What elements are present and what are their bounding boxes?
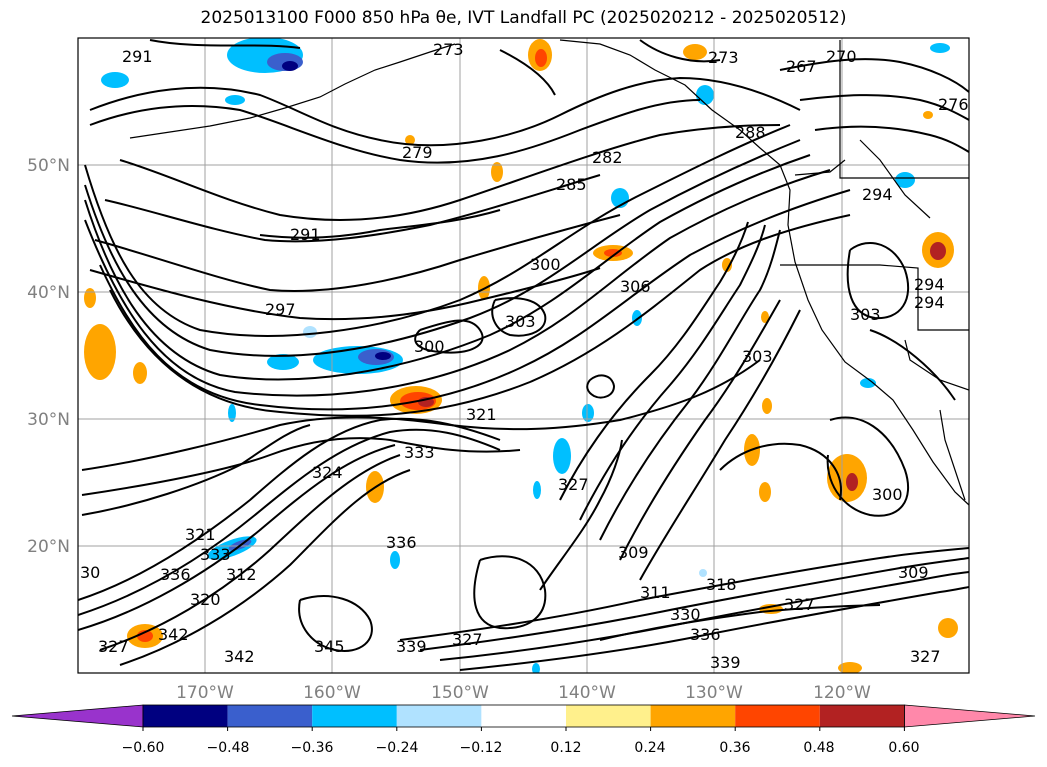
contour-label: 339 xyxy=(710,653,741,672)
contour-label: 327 xyxy=(910,647,941,666)
colorbar-bin xyxy=(143,705,228,727)
contour-label: 330 xyxy=(670,605,701,624)
contour-label: 336 xyxy=(386,533,417,552)
contour-label: 303 xyxy=(742,347,773,366)
map-title: 2025013100 F000 850 hPa θe, IVT Landfall… xyxy=(200,8,847,28)
colorbar-bin xyxy=(566,705,651,727)
contour-label: 294 xyxy=(862,185,893,204)
contour-label: 345 xyxy=(314,637,345,656)
contour-label: 327 xyxy=(558,475,589,494)
contour-labels: 291 273 273 267 270 276 279 282 285 288 … xyxy=(80,40,969,672)
contour-label: 273 xyxy=(708,48,739,67)
colorbar-tick: −0.24 xyxy=(376,740,419,756)
contour-label: 321 xyxy=(185,525,216,544)
contour-label: 333 xyxy=(200,545,231,564)
colorbar-tick-labels: −0.60 −0.48 −0.36 −0.24 −0.12 0.12 0.24 … xyxy=(122,740,920,756)
lon-label: 160°W xyxy=(303,683,361,703)
contour-label: 320 xyxy=(190,590,221,609)
contour-label: 336 xyxy=(690,625,721,644)
colorbar-frame xyxy=(142,704,905,728)
contour-label: 303 xyxy=(505,312,536,331)
colorbar-extend-low xyxy=(11,704,144,728)
contour-label: 309 xyxy=(618,543,649,562)
lat-label: 50°N xyxy=(27,156,70,176)
colorbar-tick: 0.48 xyxy=(803,740,834,756)
colorbar-bin xyxy=(735,705,820,727)
lon-label: 130°W xyxy=(685,683,743,703)
contour-label: 267 xyxy=(786,57,817,76)
colorbar-bin xyxy=(650,705,736,727)
ivt-patches xyxy=(84,38,958,673)
lat-label: 40°N xyxy=(27,283,70,303)
lat-label: 20°N xyxy=(27,537,70,557)
lon-label: 120°W xyxy=(813,683,871,703)
contour-label: 333 xyxy=(404,443,435,462)
colorbar-tick: −0.60 xyxy=(122,740,165,756)
contour-label: 318 xyxy=(706,575,737,594)
lon-label: 140°W xyxy=(558,683,616,703)
colorbar-bin xyxy=(312,705,397,727)
contour-label: 294 xyxy=(914,293,945,312)
map-background xyxy=(78,38,969,673)
contour-label: 291 xyxy=(122,47,153,66)
contour-label: 327 xyxy=(98,637,129,656)
contour-label: 270 xyxy=(826,47,857,66)
contour-label: 336 xyxy=(160,565,191,584)
lat-label: 30°N xyxy=(27,410,70,430)
colorbar-extend-high xyxy=(904,704,1036,728)
colorbar-tick: −0.12 xyxy=(460,740,503,756)
contour-label: 306 xyxy=(620,277,651,296)
colorbar-bin xyxy=(396,705,482,727)
colorbar-bin xyxy=(481,705,566,727)
contour-label: 297 xyxy=(265,300,296,319)
colorbar-bin xyxy=(227,705,313,727)
colorbar-tick: 0.24 xyxy=(634,740,665,756)
map-frame xyxy=(77,37,970,674)
colorbar-tick: −0.36 xyxy=(291,740,334,756)
map-panel: 291 273 273 267 270 276 279 282 285 288 … xyxy=(78,38,969,673)
contour-label: 327 xyxy=(452,630,483,649)
contour-label: 309 xyxy=(898,563,929,582)
contour-label: 300 xyxy=(414,337,445,356)
contour-label: 303 xyxy=(850,305,881,324)
contour-label: 291 xyxy=(290,225,321,244)
contour-label: 327 xyxy=(784,595,815,614)
contour-label: 300 xyxy=(872,485,903,504)
contour-label: 282 xyxy=(592,148,623,167)
contour-label: 300 xyxy=(530,255,561,274)
contour-label: 288 xyxy=(735,123,766,142)
contour-label: 342 xyxy=(158,625,189,644)
contour-label: 321 xyxy=(466,405,497,424)
lon-label: 150°W xyxy=(431,683,489,703)
colorbar-tick: −0.48 xyxy=(207,740,250,756)
graticule xyxy=(78,38,969,673)
contour-label: 279 xyxy=(402,143,433,162)
longitude-labels: 170°W 160°W 150°W 140°W 130°W 120°W xyxy=(176,683,871,703)
contour-label: 312 xyxy=(226,565,257,584)
contour-label: 339 xyxy=(396,637,427,656)
contour-label: 30 xyxy=(80,563,100,582)
colorbar-tick: 0.60 xyxy=(888,740,919,756)
contour-label: 273 xyxy=(433,40,464,59)
colorbar xyxy=(11,704,1036,731)
contour-label: 342 xyxy=(224,647,255,666)
contour-label: 276 xyxy=(938,95,969,114)
contour-label: 324 xyxy=(312,463,343,482)
latitude-labels: 20°N 30°N 40°N 50°N xyxy=(27,156,70,557)
colorbar-bin xyxy=(819,705,905,727)
lon-label: 170°W xyxy=(176,683,234,703)
contour-label: 311 xyxy=(640,583,671,602)
colorbar-tick: 0.36 xyxy=(719,740,750,756)
contour-label: 285 xyxy=(556,175,587,194)
theta-e-contours xyxy=(78,39,969,671)
contour-label: 294 xyxy=(914,275,945,294)
colorbar-tick: 0.12 xyxy=(550,740,581,756)
coastlines xyxy=(129,39,969,506)
